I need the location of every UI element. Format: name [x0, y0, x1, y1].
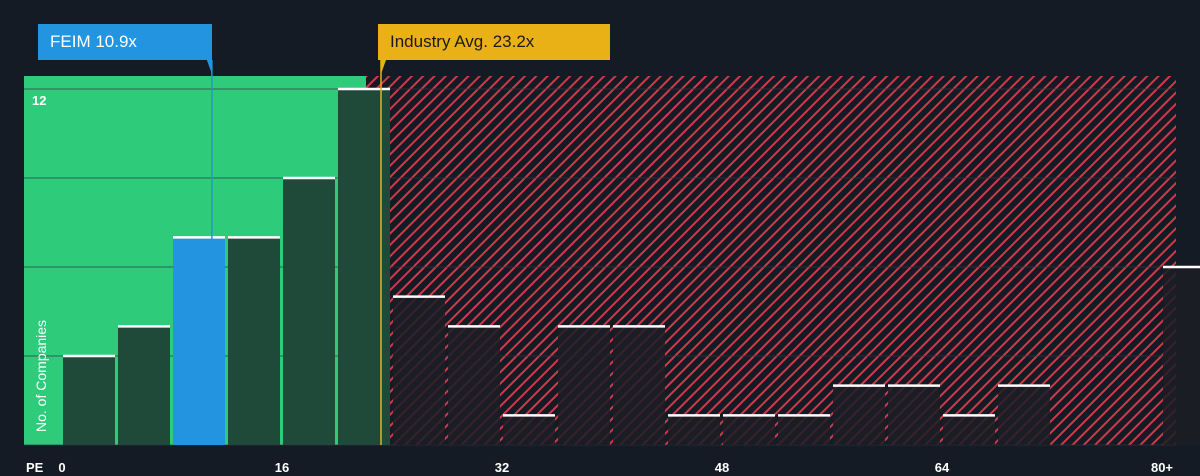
histogram-bar	[998, 385, 1050, 445]
industry-avg-label: Industry Avg. 23.2x	[390, 32, 535, 51]
company-pe-label: FEIM 10.9x	[50, 32, 137, 51]
histogram-bar	[833, 385, 885, 445]
x-tick-label: 0	[58, 460, 65, 475]
histogram-bar	[723, 415, 775, 445]
above-average-zone	[366, 76, 1176, 445]
histogram-bar	[283, 178, 335, 445]
industry-avg-callout: Industry Avg. 23.2x	[378, 24, 610, 60]
y-axis-label: No. of Companies	[33, 320, 49, 432]
x-tick-label: 48	[715, 460, 729, 475]
histogram-bar	[173, 237, 225, 445]
company-pe-callout: FEIM 10.9x	[38, 24, 212, 60]
histogram-bar	[613, 326, 665, 445]
histogram-bar	[503, 415, 555, 445]
histogram-bar	[778, 415, 830, 445]
histogram-bar	[338, 89, 390, 445]
histogram-bar	[668, 415, 720, 445]
y-tick-label: 12	[32, 93, 46, 108]
x-tick-label: 32	[495, 460, 509, 475]
x-tick-label: 64	[935, 460, 950, 475]
histogram-bar	[63, 356, 115, 445]
x-axis-label: PE	[26, 460, 44, 475]
histogram-bar	[1163, 267, 1200, 445]
histogram-bar	[888, 385, 940, 445]
x-tick-label: 80+	[1151, 460, 1173, 475]
histogram-bar	[118, 326, 170, 445]
histogram-bar	[448, 326, 500, 445]
histogram-bar	[558, 326, 610, 445]
company-callout-pointer	[206, 60, 212, 74]
histogram-bar	[393, 296, 445, 445]
industry-callout-pointer	[381, 60, 386, 74]
x-tick-label: 16	[275, 460, 289, 475]
histogram-bar	[228, 237, 280, 445]
histogram-bar	[943, 415, 995, 445]
